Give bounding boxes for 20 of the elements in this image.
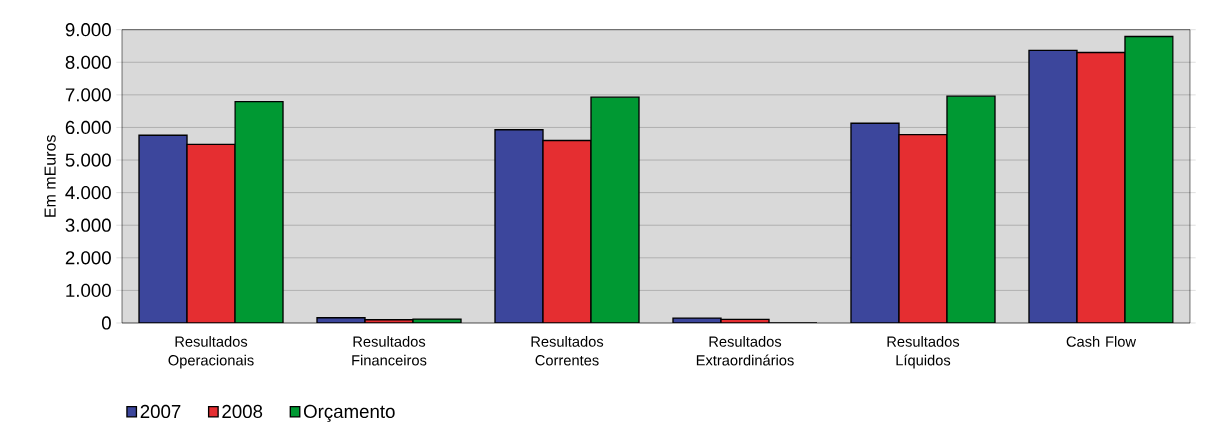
y-tick-label: 4.000 <box>65 186 111 200</box>
x-tick-label: Cash Flow <box>1066 336 1137 347</box>
x-tick-label: Resultados Líquidos <box>887 336 960 369</box>
y-tick-label: 8.000 <box>65 55 111 69</box>
y-tick-label: 5.000 <box>65 153 111 167</box>
y-tick-label: 6.000 <box>65 120 111 135</box>
y-tick-label: 3.000 <box>65 218 111 232</box>
y-tick-label: 7.000 <box>65 88 111 102</box>
x-tick-label: Resultados Extraordinários <box>696 336 794 366</box>
x-tick-label: Resultados Correntes <box>531 336 604 366</box>
x-tick-label: Resultados Operacionais <box>168 336 254 369</box>
legend-label: 2007 <box>140 404 181 419</box>
y-tick-label: 0 <box>101 316 111 330</box>
legend-label: Orçamento <box>303 404 395 422</box>
legend-label: 2008 <box>222 404 263 419</box>
x-tick-label: Resultados Financeiros <box>352 336 427 366</box>
y-axis-title: Em mEuros <box>44 135 56 217</box>
y-tick-label: 2.000 <box>65 251 111 265</box>
y-tick-label: 1.000 <box>66 283 111 298</box>
y-tick-label: 9.000 <box>65 23 111 37</box>
